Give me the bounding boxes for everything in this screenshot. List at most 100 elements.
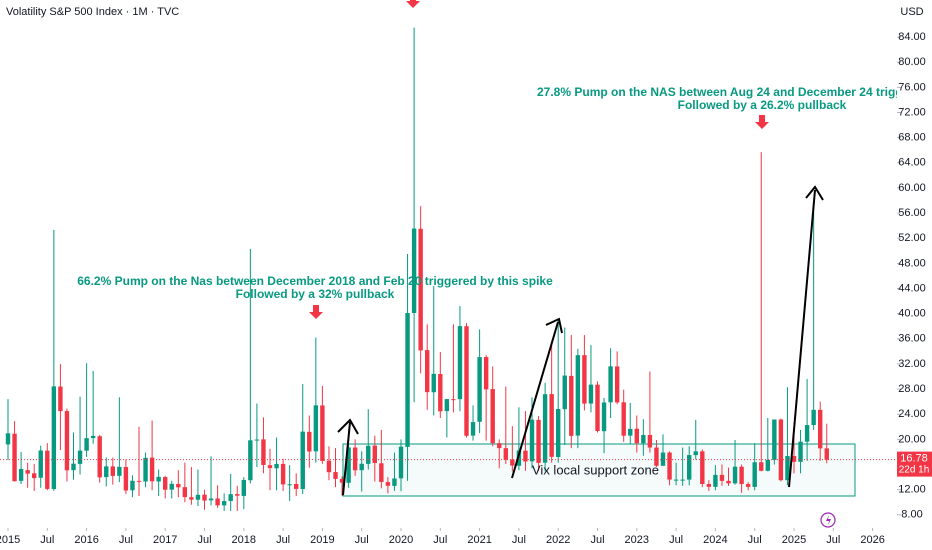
candle-body bbox=[18, 468, 24, 481]
event-icon[interactable] bbox=[820, 512, 836, 528]
y-tick-label: 68.00 bbox=[898, 132, 926, 144]
candle-body bbox=[77, 450, 83, 464]
candle-body bbox=[588, 384, 594, 404]
currency: USD bbox=[900, 6, 923, 18]
candle-body bbox=[818, 409, 823, 449]
candle-body bbox=[614, 366, 620, 403]
y-tick-label: 12.00 bbox=[898, 484, 926, 496]
candle-body bbox=[752, 462, 757, 487]
candle-body bbox=[582, 355, 587, 404]
candle-body bbox=[673, 479, 679, 481]
y-tick-label: 8.00 bbox=[901, 509, 922, 521]
candle-body bbox=[189, 497, 194, 500]
annotation: Followed by a 32% pullback bbox=[236, 287, 395, 301]
candle-body bbox=[221, 501, 227, 506]
event-icon-bolt bbox=[826, 515, 831, 525]
candle-body bbox=[438, 374, 443, 412]
arrow-down bbox=[406, 0, 420, 8]
candle-body bbox=[90, 435, 96, 439]
candle-body bbox=[71, 463, 76, 471]
candle-body bbox=[38, 450, 43, 478]
candle-body bbox=[634, 428, 639, 444]
candle-body bbox=[5, 433, 11, 445]
candle-body bbox=[785, 456, 790, 481]
candle-body bbox=[104, 466, 109, 478]
candle-body bbox=[503, 448, 508, 460]
chart-title: Volatility S&P 500 Index · 1M · TVC bbox=[6, 6, 179, 18]
candle-body bbox=[51, 386, 57, 490]
x-tick-label: 2021 bbox=[467, 534, 491, 546]
candle-body bbox=[228, 494, 233, 501]
y-tick-label: 20.00 bbox=[898, 433, 926, 445]
candle-body bbox=[176, 484, 181, 488]
x-tick-label: 2026 bbox=[860, 534, 884, 546]
y-tick-label: 28.00 bbox=[898, 383, 926, 395]
y-tick-label: 44.00 bbox=[898, 282, 926, 294]
x-tick-label: 2024 bbox=[703, 534, 727, 546]
candle-body bbox=[379, 463, 384, 482]
x-tick-label: Jul bbox=[826, 534, 840, 546]
candle-body bbox=[366, 445, 371, 464]
x-tick-label: 2023 bbox=[625, 534, 649, 546]
x-tick-label: 2025 bbox=[782, 534, 806, 546]
candle-body bbox=[208, 498, 214, 501]
y-tick-label: 52.00 bbox=[898, 232, 926, 244]
candle-body bbox=[490, 389, 495, 444]
price-tag-countdown: 22d 1h bbox=[899, 464, 930, 475]
candle-body bbox=[136, 480, 142, 482]
y-tick-label: 84.00 bbox=[898, 31, 926, 43]
candle-body bbox=[542, 394, 548, 463]
candle-body bbox=[621, 402, 626, 436]
candle-body bbox=[765, 459, 770, 471]
y-tick-label: 48.00 bbox=[898, 257, 926, 269]
candle-body bbox=[804, 425, 810, 442]
candle-body bbox=[601, 402, 607, 432]
candle-body bbox=[372, 445, 377, 464]
candle-body bbox=[110, 466, 115, 476]
candle-body bbox=[25, 470, 30, 474]
candle-body bbox=[824, 448, 829, 460]
candle-body bbox=[739, 466, 744, 484]
candle-body bbox=[680, 479, 685, 481]
candle-body bbox=[248, 440, 253, 481]
annotation: Followed by a 26.2% pullback bbox=[678, 98, 847, 112]
candle-body bbox=[687, 455, 692, 480]
candle-body bbox=[97, 436, 102, 478]
candle-body bbox=[287, 484, 292, 486]
candle-body bbox=[294, 484, 299, 489]
candle-body bbox=[536, 419, 541, 463]
black-arrows bbox=[337, 185, 824, 496]
candle-body bbox=[398, 446, 404, 479]
candle-body bbox=[470, 422, 476, 436]
candle-body bbox=[562, 375, 567, 410]
candle-body bbox=[274, 463, 279, 469]
candle-body bbox=[483, 357, 489, 390]
candle-body bbox=[32, 473, 37, 479]
candle-body bbox=[798, 441, 803, 462]
y-tick-label: 40.00 bbox=[898, 308, 926, 320]
arrow-up bbox=[788, 185, 824, 488]
candle-body bbox=[149, 457, 155, 482]
candle-body bbox=[425, 350, 430, 393]
candle-body bbox=[64, 411, 70, 471]
price-tag-value: 16.78 bbox=[900, 453, 928, 465]
candle-body bbox=[628, 428, 633, 436]
candle-body bbox=[654, 447, 659, 466]
y-tick-label: 72.00 bbox=[898, 106, 926, 118]
candle-body bbox=[45, 450, 50, 489]
candle-body bbox=[745, 484, 751, 487]
y-tick-label: 80.00 bbox=[898, 56, 926, 68]
candle-body bbox=[261, 439, 266, 465]
candle-body bbox=[719, 474, 725, 481]
candle-body bbox=[346, 447, 351, 483]
candle-body bbox=[713, 474, 718, 487]
candle-body bbox=[352, 447, 358, 471]
candle-body bbox=[497, 443, 502, 449]
candle-body bbox=[693, 451, 698, 456]
candle-body bbox=[608, 366, 613, 403]
candle-body bbox=[215, 498, 220, 506]
x-tick-label: 2018 bbox=[232, 534, 256, 546]
candle-body bbox=[811, 409, 816, 426]
plot-area bbox=[0, 27, 897, 512]
